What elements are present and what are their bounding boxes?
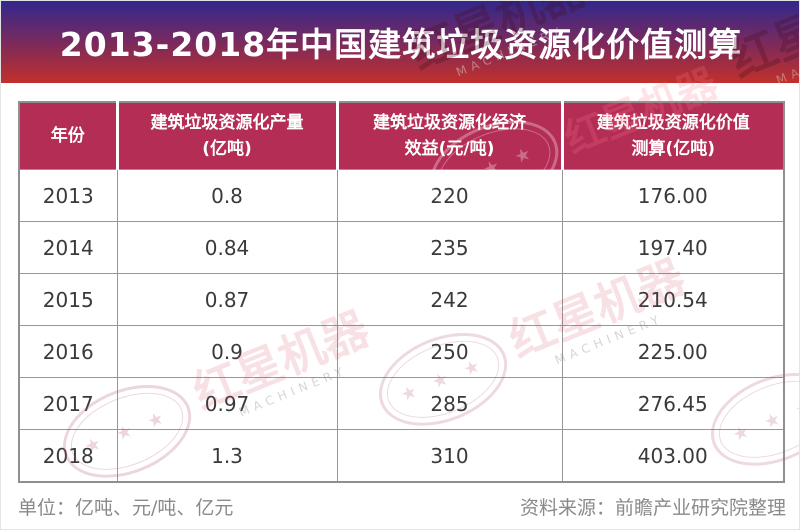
cell-year: 2013 — [18, 169, 118, 222]
cell-output: 0.87 — [116, 273, 338, 326]
cell-benefit: 310 — [336, 429, 563, 483]
units-note: 单位：亿吨、元/吨、亿元 — [18, 497, 234, 519]
title-banner: 2013-2018年中国建筑垃圾资源化价值测算 — [1, 1, 799, 83]
cell-benefit: 235 — [336, 221, 563, 274]
column-header-label: 效益(元/吨) — [404, 139, 495, 159]
cell-benefit: 250 — [336, 325, 563, 378]
cell-value: 176.00 — [561, 169, 785, 222]
cell-year: 2014 — [18, 221, 118, 274]
table-header: 年份 建筑垃圾资源化产量 (亿吨) 建筑垃圾资源化经济 效益(元/吨) 建筑垃圾… — [18, 101, 785, 170]
cell-output: 0.97 — [116, 377, 338, 430]
cell-year: 2017 — [18, 377, 118, 430]
cell-output: 0.84 — [116, 221, 338, 274]
table-row: 2017 0.97 285 276.45 — [18, 377, 785, 430]
cell-year: 2016 — [18, 325, 118, 378]
cell-output: 1.3 — [116, 429, 338, 483]
table-header-row: 年份 建筑垃圾资源化产量 (亿吨) 建筑垃圾资源化经济 效益(元/吨) 建筑垃圾… — [18, 101, 785, 170]
cell-value: 403.00 — [561, 429, 785, 483]
table-row: 2014 0.84 235 197.40 — [18, 221, 785, 274]
cell-value: 276.45 — [561, 377, 785, 430]
cell-value: 225.00 — [561, 325, 785, 378]
table-body: 2013 0.8 220 176.00 2014 0.84 235 197.40… — [18, 169, 785, 483]
cell-output: 0.9 — [116, 325, 338, 378]
column-header-year: 年份 — [18, 101, 118, 170]
cell-year: 2018 — [18, 429, 118, 483]
column-header-label: (亿吨) — [202, 139, 252, 159]
table-row: 2013 0.8 220 176.00 — [18, 169, 785, 222]
column-header-label: 建筑垃圾资源化产量 — [150, 113, 304, 133]
column-header-output: 建筑垃圾资源化产量 (亿吨) — [115, 101, 338, 170]
table-row: 2015 0.87 242 210.54 — [18, 273, 785, 326]
column-header-label: 建筑垃圾资源化价值 — [596, 113, 750, 133]
source-note: 资料来源：前瞻产业研究院整理 — [519, 497, 786, 519]
table-row: 2018 1.3 310 403.00 — [18, 429, 785, 483]
column-header-benefit: 建筑垃圾资源化经济 效益(元/吨) — [335, 101, 563, 170]
cell-value: 197.40 — [561, 221, 785, 274]
cell-benefit: 242 — [336, 273, 563, 326]
cell-benefit: 285 — [336, 377, 563, 430]
cell-value: 210.54 — [561, 273, 785, 326]
table-row: 2016 0.9 250 225.00 — [18, 325, 785, 378]
column-header-label: 建筑垃圾资源化经济 — [373, 113, 526, 133]
column-header-value: 建筑垃圾资源化价值 测算(亿吨) — [560, 101, 785, 170]
data-table: 年份 建筑垃圾资源化产量 (亿吨) 建筑垃圾资源化经济 效益(元/吨) 建筑垃圾… — [18, 101, 785, 483]
page-title: 2013-2018年中国建筑垃圾资源化价值测算 — [59, 25, 743, 64]
cell-year: 2015 — [18, 273, 118, 326]
column-header-label: 测算(亿吨) — [631, 139, 716, 159]
cell-output: 0.8 — [116, 169, 338, 222]
column-header-label: 年份 — [50, 126, 85, 146]
cell-benefit: 220 — [336, 169, 563, 222]
